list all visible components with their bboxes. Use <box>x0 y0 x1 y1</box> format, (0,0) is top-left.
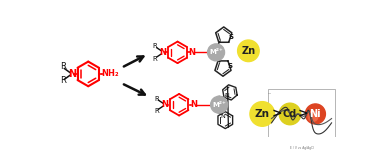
Text: Ni: Ni <box>310 109 321 119</box>
Circle shape <box>238 40 259 62</box>
Circle shape <box>211 96 228 113</box>
Text: NH₂: NH₂ <box>101 69 119 78</box>
Text: R: R <box>60 63 66 71</box>
Text: R: R <box>153 56 158 61</box>
Text: Zn: Zn <box>241 46 256 56</box>
Text: N: N <box>225 93 229 98</box>
Text: I: I <box>268 92 273 93</box>
Text: N: N <box>189 48 196 57</box>
Text: R: R <box>154 96 159 101</box>
Text: N: N <box>68 69 76 79</box>
Circle shape <box>250 102 274 126</box>
Text: N: N <box>161 100 168 109</box>
Circle shape <box>305 104 325 124</box>
Circle shape <box>208 44 225 61</box>
Text: S: S <box>228 63 232 69</box>
Text: Cd: Cd <box>283 109 297 119</box>
Text: R: R <box>154 108 159 114</box>
FancyBboxPatch shape <box>268 89 335 151</box>
Text: R: R <box>153 43 158 49</box>
Text: Zn: Zn <box>255 109 270 119</box>
Text: S: S <box>228 34 233 40</box>
Text: M²⁺: M²⁺ <box>212 102 226 108</box>
Text: N: N <box>190 100 197 109</box>
Text: >: > <box>298 107 308 120</box>
Circle shape <box>308 111 318 121</box>
Text: M²⁺: M²⁺ <box>209 49 223 55</box>
Text: >: > <box>272 107 282 120</box>
Text: N: N <box>160 48 166 57</box>
Text: N: N <box>221 114 225 119</box>
Text: E / V vs Ag/AgCl: E / V vs Ag/AgCl <box>290 146 313 150</box>
Text: R: R <box>60 76 66 85</box>
Circle shape <box>279 103 301 125</box>
